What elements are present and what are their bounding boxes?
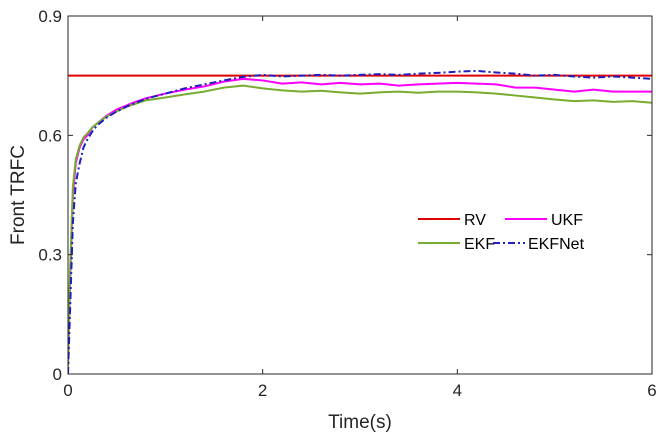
y-tick-label: 0.3 [38,246,62,265]
series-line-ekfnet [68,69,652,374]
legend-label-ekfnet: EKFNet [528,236,585,253]
y-tick-label: 0.6 [38,126,62,145]
legend-label-rv: RV [464,212,486,229]
legend-label-ukf: UKF [551,212,583,229]
plot-area-frame [67,15,653,375]
x-tick-label: 2 [258,381,267,400]
x-tick-label: 6 [647,381,656,400]
y-tick-label: 0 [53,365,62,384]
legend: RV UKF EKF EKFNet [418,212,585,253]
x-tick-label: 0 [63,381,72,400]
y-axis-title: Front TRFC [8,145,29,245]
series-line-ekf [68,84,652,367]
x-tick-label: 4 [453,381,462,400]
y-tick-label: 0.9 [38,7,62,26]
legend-label-ekf: EKF [464,236,495,253]
x-axis-title: Time(s) [328,412,392,433]
